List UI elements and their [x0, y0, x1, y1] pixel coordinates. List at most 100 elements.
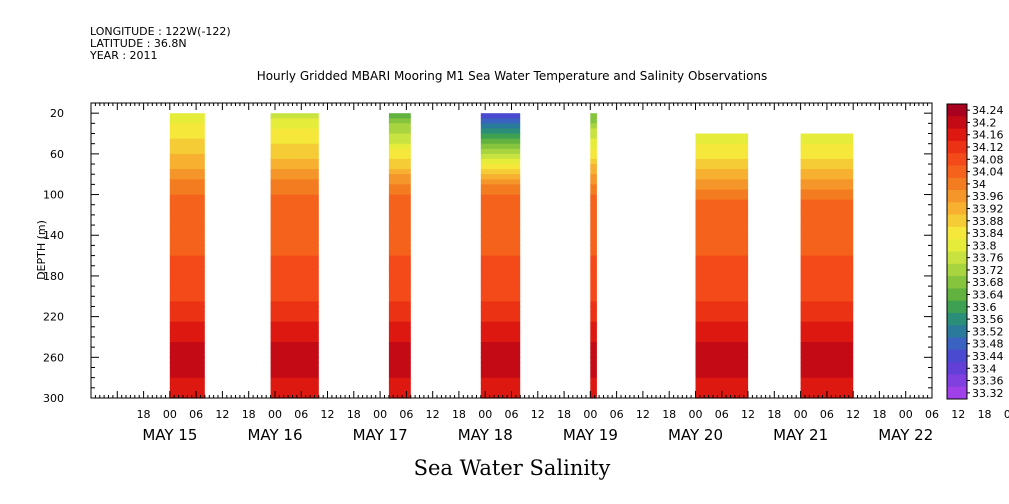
colorbar: 34.2434.234.1634.1234.0834.043433.9633.9…: [946, 103, 1004, 400]
salinity-cell: [800, 372, 854, 379]
colorbar-label: 33.4: [972, 362, 997, 375]
salinity-cell: [169, 230, 205, 236]
colorbar-label: 33.52: [972, 325, 1004, 338]
x-tick-label: 18: [872, 408, 886, 421]
colorbar-swatch: [947, 337, 967, 351]
salinity-cell: [480, 128, 521, 135]
salinity-cell: [169, 209, 205, 216]
salinity-cell: [695, 296, 749, 302]
y-tick-label: 100: [43, 189, 64, 202]
colorbar-label: 33.56: [972, 313, 1004, 326]
salinity-cell: [695, 306, 749, 313]
salinity-cell: [169, 387, 205, 394]
x-tick-label: 06: [820, 408, 834, 421]
salinity-cell: [270, 153, 319, 160]
x-date-label: MAY 17: [353, 426, 408, 444]
salinity-cell: [388, 337, 411, 343]
salinity-cell: [270, 337, 319, 343]
salinity-cell: [169, 382, 205, 389]
salinity-cell: [695, 377, 749, 384]
salinity-cell: [270, 286, 319, 292]
colorbar-frame: [946, 103, 968, 400]
salinity-cell: [695, 367, 749, 374]
salinity-cell: [169, 377, 205, 384]
salinity-cell: [270, 245, 319, 252]
salinity-cell: [590, 372, 597, 379]
salinity-cell: [480, 250, 521, 257]
salinity-cell: [388, 184, 411, 191]
salinity-cell: [800, 321, 854, 328]
colorbar-label: 33.64: [972, 289, 1004, 302]
salinity-cell: [590, 352, 597, 358]
salinity-cell: [388, 199, 411, 206]
salinity-cell: [800, 265, 854, 272]
salinity-cell: [800, 174, 854, 180]
salinity-cell: [480, 352, 521, 358]
salinity-cell: [800, 331, 854, 338]
salinity-cell: [388, 174, 411, 180]
x-tick-label: 06: [505, 408, 519, 421]
salinity-cell: [270, 220, 319, 226]
salinity-cell: [480, 265, 521, 272]
salinity-cell: [480, 209, 521, 216]
x-tick-label: 06: [399, 408, 413, 421]
salinity-cell: [388, 377, 411, 384]
salinity-cell: [388, 281, 411, 287]
salinity-cell: [388, 240, 411, 246]
x-tick-label: 12: [321, 408, 335, 421]
salinity-cell: [480, 387, 521, 394]
salinity-cell: [480, 179, 521, 185]
salinity-cell: [480, 275, 521, 282]
salinity-cell: [695, 275, 749, 282]
colorbar-swatch: [947, 251, 967, 265]
salinity-cell: [800, 387, 854, 394]
salinity-cell: [169, 179, 205, 185]
y-tick-label: 140: [43, 229, 64, 242]
colorbar-swatch: [947, 202, 967, 216]
x-tick-label: 12: [741, 408, 755, 421]
salinity-cell: [695, 347, 749, 353]
salinity-cell: [590, 204, 597, 211]
x-tick-label: 00: [899, 408, 913, 421]
colorbar-swatch: [947, 362, 967, 375]
salinity-cell: [800, 164, 854, 170]
salinity-cell: [695, 158, 749, 165]
salinity-cell: [169, 306, 205, 313]
salinity-cell: [388, 113, 411, 119]
salinity-cell: [388, 275, 411, 282]
salinity-cell: [480, 357, 521, 363]
salinity-cell: [590, 153, 597, 160]
salinity-cell: [270, 214, 319, 221]
x-date-label: MAY 15: [142, 426, 197, 444]
salinity-cell: [270, 209, 319, 216]
salinity-cell: [695, 174, 749, 180]
x-tick-label: 18: [767, 408, 781, 421]
salinity-cell: [480, 306, 521, 313]
salinity-cell: [480, 230, 521, 236]
salinity-cell: [270, 275, 319, 282]
x-tick-label: 06: [294, 408, 308, 421]
salinity-cell: [695, 194, 749, 201]
x-date-label: MAY 16: [247, 426, 302, 444]
salinity-cell: [695, 352, 749, 358]
y-axis-label: DEPTH (m): [35, 220, 48, 280]
salinity-cell: [800, 158, 854, 165]
salinity-cell: [800, 169, 854, 175]
salinity-cell: [169, 275, 205, 282]
salinity-cell: [270, 326, 319, 333]
salinity-cell: [169, 214, 205, 221]
salinity-cell: [590, 367, 597, 374]
salinity-cell: [695, 372, 749, 379]
salinity-cell: [590, 133, 597, 140]
salinity-cell: [480, 331, 521, 338]
colorbar-swatch: [947, 313, 967, 326]
salinity-cell: [590, 382, 597, 389]
colorbar-swatch: [947, 276, 967, 289]
salinity-cell: [388, 301, 411, 308]
salinity-cell: [480, 342, 521, 348]
salinity-cell: [695, 255, 749, 262]
salinity-cell: [695, 316, 749, 323]
salinity-cell: [169, 158, 205, 165]
salinity-cell: [800, 143, 854, 150]
